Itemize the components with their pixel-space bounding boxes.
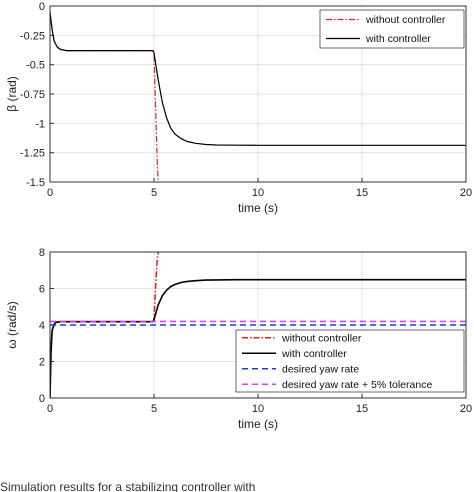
legend-label-desired-yaw-rate-5-tolerance: desired yaw rate + 5% tolerance <box>282 379 432 391</box>
legend-box <box>235 329 465 393</box>
y-tick-label: -1 <box>35 118 45 130</box>
legend: without controller with controller desired… <box>235 329 465 393</box>
x-tick-label: 5 <box>151 403 157 415</box>
y-tick-label: 2 <box>39 357 45 369</box>
y-tick-label: 8 <box>39 247 45 259</box>
y-tick-label: 0 <box>39 1 45 13</box>
y-tick-label: -1.25 <box>20 148 45 160</box>
x-tick-label: 10 <box>252 403 264 415</box>
legend-label-without-controller: without controller <box>281 332 362 344</box>
axes-frame <box>49 251 467 399</box>
y-tick-label: 4 <box>39 320 45 332</box>
series-group <box>50 11 466 182</box>
figure-caption: Simulation results for a stabilizing con… <box>0 480 256 492</box>
x-tick-label: 20 <box>460 187 472 199</box>
beta-chart: 0 5 10 15 20 0 -0.25 -0.5 -0.75 -1 -1.25 -1.5 time (… <box>5 1 472 215</box>
legend-label-with-controller: with controller <box>281 348 347 360</box>
y-tick-label: 0 <box>39 393 45 405</box>
y-tick-label: -1.5 <box>26 177 45 189</box>
legend: without controller with controller <box>319 9 465 49</box>
y-tick-label: 6 <box>39 284 45 296</box>
legend-label-with-controller: with controller <box>365 33 431 45</box>
yaw-rate-chart: 0 5 10 15 20 0 2 4 6 8 time (s) ω (rad/s) without co… <box>5 247 472 431</box>
x-tick-label: 15 <box>356 187 368 199</box>
x-tick-label: 0 <box>47 187 53 199</box>
y-axis-label: ω (rad/s) <box>5 301 19 348</box>
legend-label-desired-yaw-rate: desired yaw rate <box>282 363 359 375</box>
x-tick-label: 20 <box>460 403 472 415</box>
series-with-controller <box>50 11 466 146</box>
x-tick-label: 0 <box>47 403 53 415</box>
legend-box <box>319 9 465 49</box>
x-axis-label: time (s) <box>238 417 278 431</box>
series-group <box>50 252 466 398</box>
legend-label-without-controller: without controller <box>365 14 446 26</box>
series-with-controller <box>50 278 466 398</box>
y-tick-label: -0.5 <box>26 60 45 72</box>
x-tick-label: 5 <box>151 187 157 199</box>
x-tick-label: 15 <box>356 403 368 415</box>
y-axis-label: β (rad) <box>5 76 19 112</box>
x-tick-label: 10 <box>252 187 264 199</box>
y-tick-label: -0.75 <box>20 89 45 101</box>
axes-frame <box>49 5 467 183</box>
x-axis-label: time (s) <box>238 201 278 215</box>
y-tick-label: -0.25 <box>20 30 45 42</box>
